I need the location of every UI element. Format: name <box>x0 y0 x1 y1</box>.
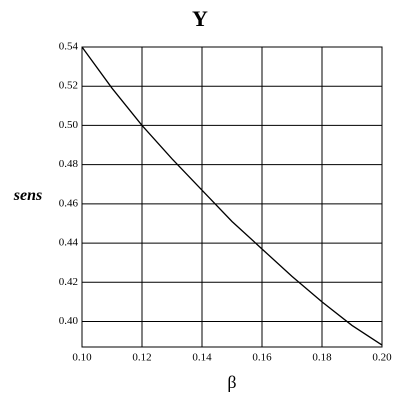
x-axis-label: β <box>227 372 236 392</box>
x-tick-label: 0.14 <box>192 352 212 364</box>
y-tick-label: 0.42 <box>59 276 78 288</box>
x-tick-label: 0.16 <box>252 352 272 364</box>
x-tick-label: 0.12 <box>132 352 151 364</box>
y-tick-label: 0.50 <box>59 119 79 131</box>
plot-frame <box>81 46 383 348</box>
y-tick-label: 0.40 <box>59 315 79 327</box>
data-line <box>81 46 383 346</box>
y-tick-label: 0.52 <box>59 80 78 92</box>
chart-title: Y <box>192 6 208 31</box>
y-tick-label: 0.48 <box>59 158 79 170</box>
y-tick-label: 0.54 <box>59 41 79 53</box>
y-tick-label: 0.46 <box>59 197 79 209</box>
y-tick-label: 0.44 <box>59 237 79 249</box>
x-tick-label: 0.10 <box>72 352 92 364</box>
y-axis-label: sens <box>13 187 42 204</box>
x-tick-label: 0.18 <box>312 352 332 364</box>
x-tick-label: 0.20 <box>372 352 392 364</box>
